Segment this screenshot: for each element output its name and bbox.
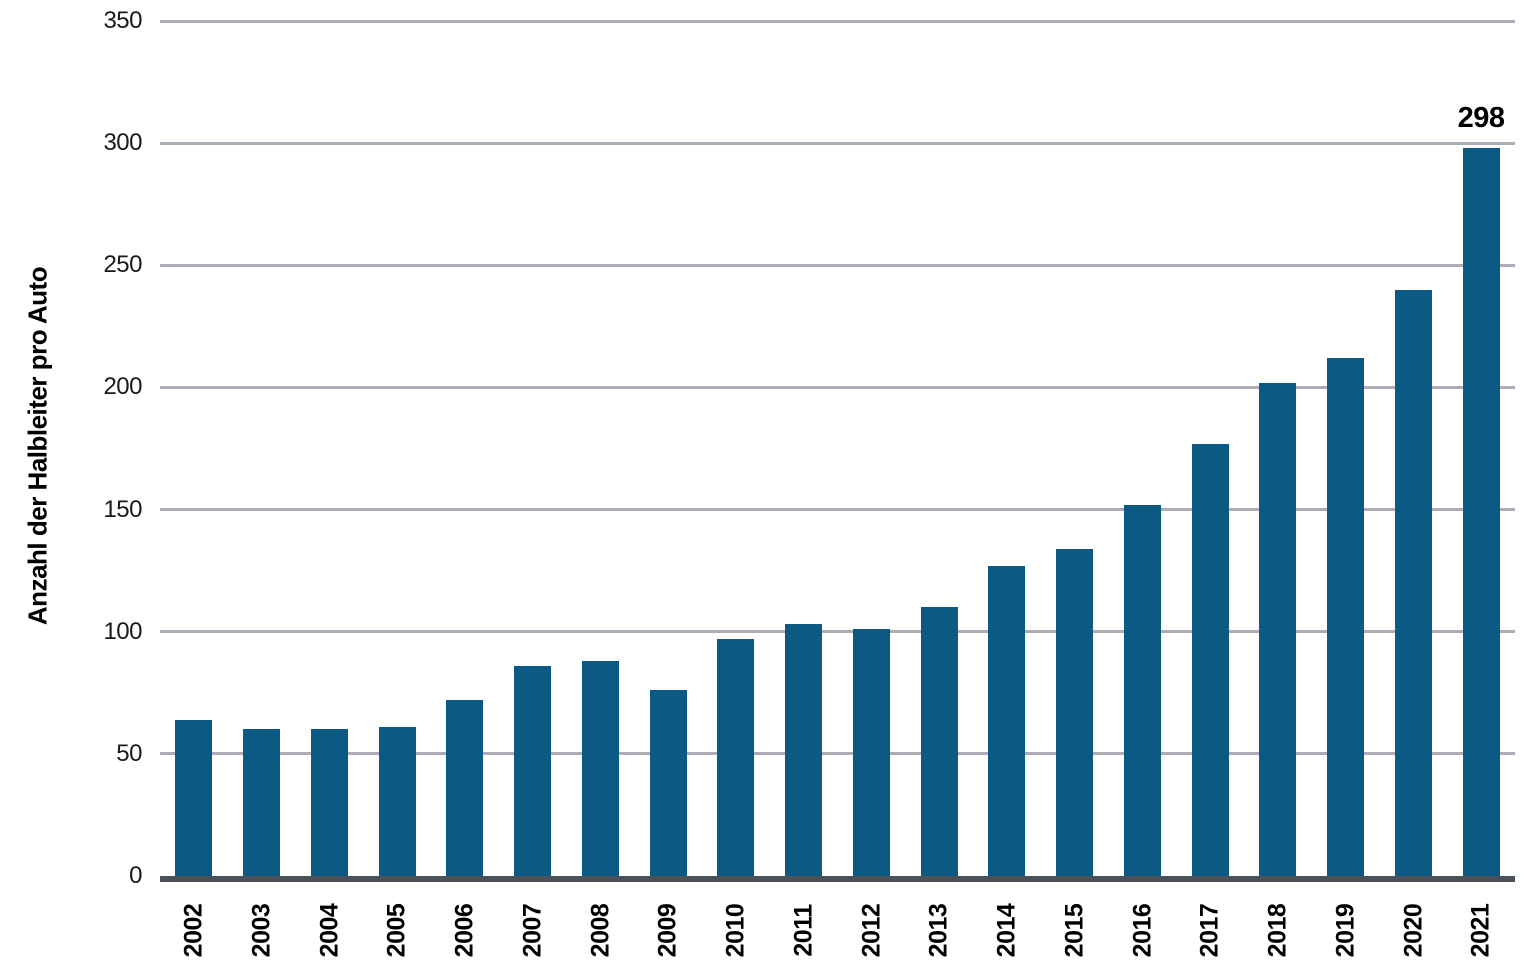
- x-label-text: 2005: [382, 903, 411, 957]
- bar-2019: [1327, 358, 1365, 876]
- y-tick-100: 100: [103, 617, 142, 645]
- bar-2012: [852, 629, 890, 876]
- bar-2010: [717, 639, 755, 876]
- x-label-text: 2002: [179, 903, 208, 957]
- x-label-2019: 2019: [1312, 884, 1380, 976]
- x-label-text: 2010: [721, 903, 750, 957]
- x-label-text: 2009: [653, 903, 682, 957]
- gridline-250: [160, 263, 1515, 267]
- x-label-2008: 2008: [567, 884, 635, 976]
- x-label-2009: 2009: [634, 884, 702, 976]
- x-label-text: 2016: [1127, 903, 1156, 957]
- x-label-2013: 2013: [905, 884, 973, 976]
- x-label-text: 2015: [1060, 903, 1089, 957]
- x-label-2014: 2014: [973, 884, 1041, 976]
- x-label-2017: 2017: [1176, 884, 1244, 976]
- x-label-text: 2020: [1398, 903, 1427, 957]
- x-label-text: 2003: [247, 903, 276, 957]
- x-label-2003: 2003: [228, 884, 296, 976]
- bar-2002: [175, 719, 213, 876]
- y-tick-300: 300: [103, 129, 142, 157]
- x-label-2005: 2005: [363, 884, 431, 976]
- x-label-2006: 2006: [431, 884, 499, 976]
- bar-2006: [446, 700, 484, 876]
- gridline-300: [160, 141, 1515, 145]
- gridline-200: [160, 385, 1515, 389]
- bar-2008: [581, 661, 619, 876]
- x-label-2020: 2020: [1380, 884, 1448, 976]
- x-label-text: 2004: [314, 903, 343, 957]
- gridline-50: [160, 752, 1515, 756]
- bar-2016: [1123, 504, 1161, 876]
- bar-2015: [1056, 548, 1094, 876]
- x-label-2011: 2011: [770, 884, 838, 976]
- y-tick-350: 350: [103, 7, 142, 34]
- gridline-100: [160, 630, 1515, 634]
- x-label-text: 2021: [1466, 903, 1495, 957]
- plot-area: [160, 19, 1515, 882]
- bar-2011: [785, 624, 823, 876]
- bar-2018: [1259, 382, 1297, 876]
- y-tick-150: 150: [103, 495, 142, 523]
- x-label-text: 2007: [518, 903, 547, 957]
- bar-2007: [514, 665, 552, 876]
- bar-2013: [920, 607, 958, 876]
- y-tick-50: 50: [116, 739, 142, 767]
- x-label-text: 2011: [789, 903, 818, 957]
- x-label-2016: 2016: [1109, 884, 1177, 976]
- bar-2003: [243, 729, 281, 876]
- x-label-text: 2018: [1263, 903, 1292, 957]
- bar-2005: [378, 727, 416, 876]
- x-label-2010: 2010: [702, 884, 770, 976]
- bar-2020: [1394, 289, 1432, 876]
- x-label-2004: 2004: [296, 884, 364, 976]
- x-label-2015: 2015: [1041, 884, 1109, 976]
- x-axis-tick-labels: 2002 2003 2004 2005 2006 2007 2008 2009 2010 2011…: [160, 884, 1515, 976]
- y-tick-0: 0: [129, 862, 142, 889]
- x-label-2002: 2002: [160, 884, 228, 976]
- x-label-2021: 2021: [1447, 884, 1515, 976]
- x-label-2018: 2018: [1244, 884, 1312, 976]
- bar-2021: [1462, 148, 1500, 876]
- x-label-text: 2008: [585, 903, 614, 957]
- bar-2004: [310, 729, 348, 876]
- gridline-150: [160, 508, 1515, 512]
- x-label-text: 2012: [856, 903, 885, 957]
- x-label-text: 2013: [924, 903, 953, 957]
- x-label-text: 2014: [992, 903, 1021, 957]
- y-axis-title: Anzahl der Halbleiter pro Auto: [22, 266, 53, 626]
- x-label-text: 2019: [1331, 903, 1360, 957]
- x-label-text: 2017: [1195, 903, 1224, 957]
- x-label-text: 2006: [450, 903, 479, 957]
- y-tick-250: 250: [103, 251, 142, 279]
- bar-2009: [649, 690, 687, 876]
- y-tick-200: 200: [103, 373, 142, 401]
- gridline-350: [160, 19, 1515, 23]
- x-label-2012: 2012: [838, 884, 906, 976]
- bar-value-label-2021: 298: [1457, 102, 1505, 135]
- x-label-2007: 2007: [499, 884, 567, 976]
- bar-2017: [1191, 443, 1229, 876]
- bar-2014: [988, 565, 1026, 876]
